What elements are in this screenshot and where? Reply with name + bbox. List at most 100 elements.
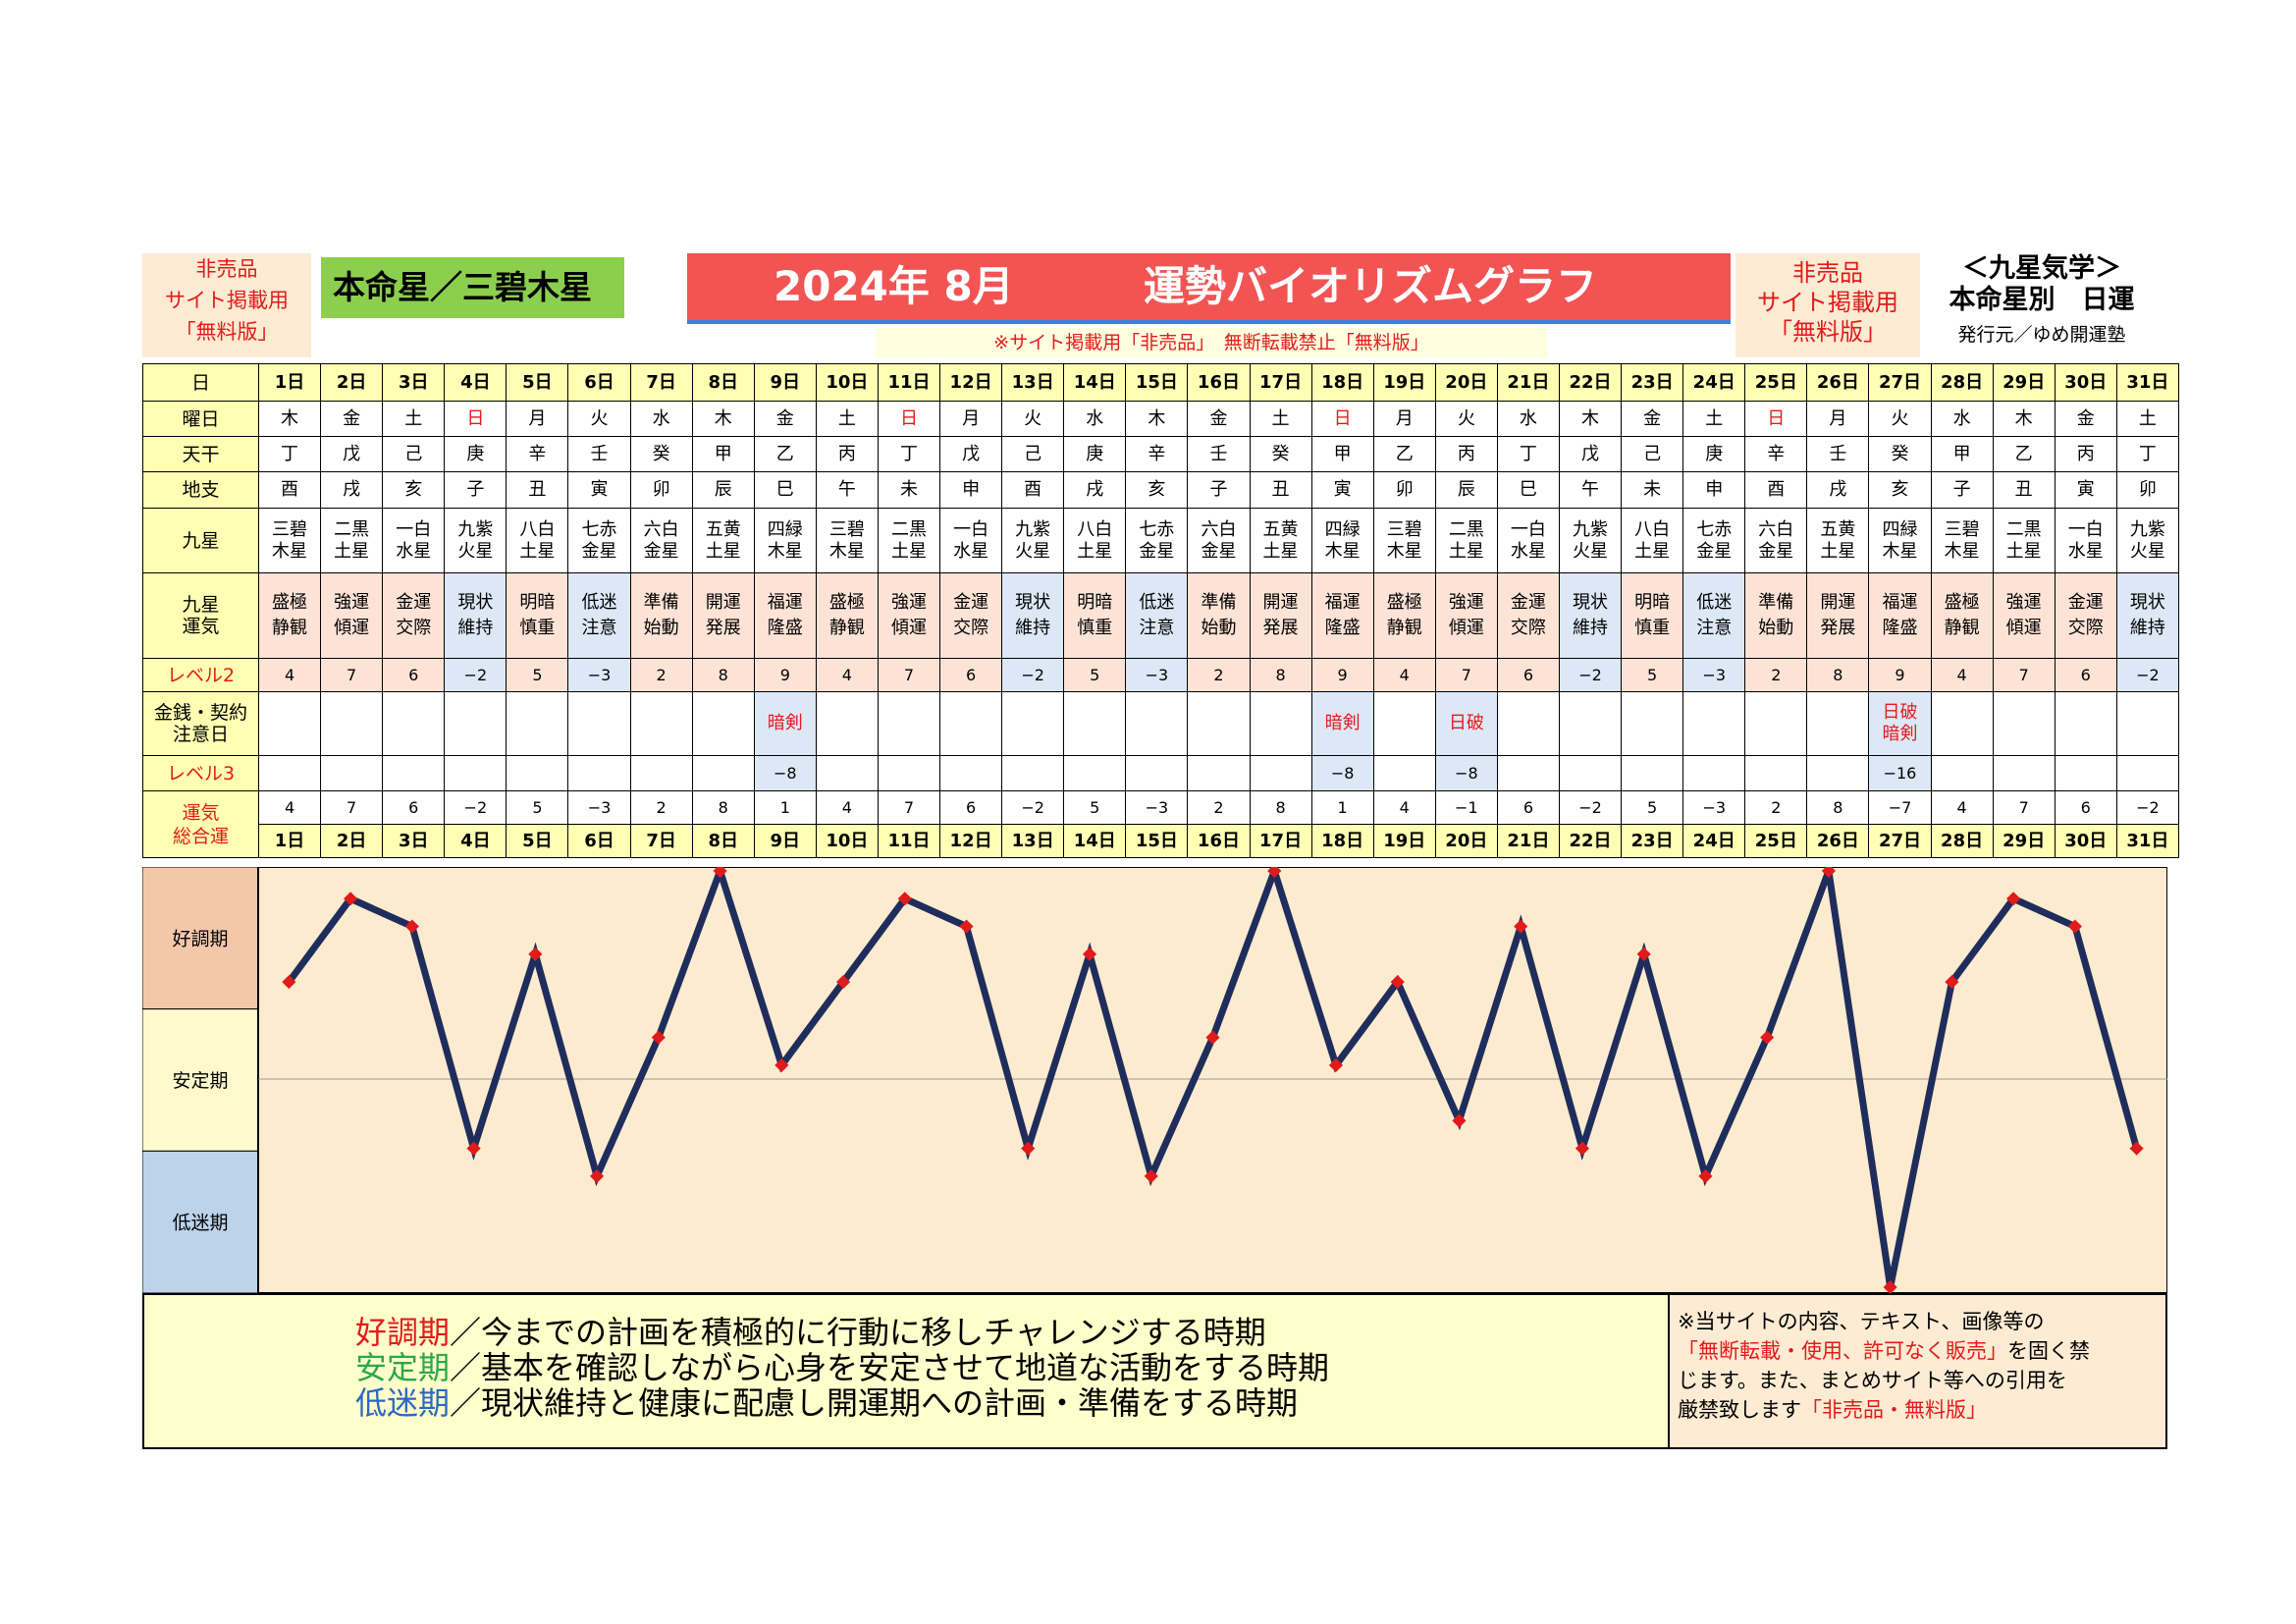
kinsen-cell xyxy=(506,691,569,756)
unki-cell: 明暗 慎重 xyxy=(1621,572,1684,659)
total-cell: 5 xyxy=(1063,790,1127,825)
chishi-cell: 卯 xyxy=(629,471,693,509)
unki-cell: 現状 維持 xyxy=(1001,572,1065,659)
weekday-cell: 木 xyxy=(1125,401,1189,437)
total-cell: 6 xyxy=(939,790,1003,825)
day-cell: 27日 xyxy=(1868,363,1932,402)
day-cell: 26日 xyxy=(1806,824,1870,858)
unki-text: 福運 xyxy=(767,592,803,613)
kyusei-text: 九紫 xyxy=(1573,518,1609,540)
row-label: 天干 xyxy=(142,436,259,472)
kinsen-cell xyxy=(567,691,631,756)
tenkan-cell: 己 xyxy=(1001,436,1065,472)
kyusei-text: 木星 xyxy=(272,540,308,562)
chishi-cell: 未 xyxy=(877,471,941,509)
kinsen-cell xyxy=(815,691,879,756)
day-cell: 28日 xyxy=(1930,824,1994,858)
kyusei-cell: 二黒 土星 xyxy=(1992,508,2056,573)
level3-cell xyxy=(1249,755,1312,791)
tenkan-cell: 甲 xyxy=(1930,436,1994,472)
data-point xyxy=(651,1030,666,1045)
day-cell: 29日 xyxy=(1992,824,2056,858)
copyright-red: 「無断転載・使用、許可なく販売」 xyxy=(1678,1339,2007,1363)
level2-cell: −3 xyxy=(567,658,631,692)
chishi-cell: 酉 xyxy=(257,471,322,509)
band-good xyxy=(141,866,259,1010)
kyusei-header: ＜九星気学＞ 本命星別 日運 発行元／ゆめ開運塾 xyxy=(1924,253,2160,350)
level2-cell: 4 xyxy=(1930,658,1994,692)
tenkan-cell: 甲 xyxy=(1310,436,1374,472)
chishi-cell: 申 xyxy=(1682,471,1746,509)
kyusei-text: 火星 xyxy=(1015,540,1051,562)
unki-text: 金運 xyxy=(1510,592,1546,613)
kyusei-text: 土星 xyxy=(1262,540,1299,562)
level3-cell xyxy=(1621,755,1684,791)
kyusei-text: 二黒 xyxy=(334,518,370,540)
kyusei-text: 一白 xyxy=(1510,518,1546,540)
tenkan-cell: 癸 xyxy=(1249,436,1312,472)
day-cell: 29日 xyxy=(1992,363,2056,402)
band-stable xyxy=(141,1008,259,1152)
total-cell: 5 xyxy=(506,790,569,825)
weekday-cell: 月 xyxy=(506,401,569,437)
unki-cell: 金運 交際 xyxy=(2054,572,2117,659)
day-cell: 19日 xyxy=(1372,824,1436,858)
nonsale-right-label: 非売品 サイト掲載用 「無料版」 xyxy=(1735,253,1920,357)
biorhythm-chart: 好調期 安定期 低迷期 xyxy=(141,860,2168,1295)
level3-cell xyxy=(815,755,879,791)
level3-cell xyxy=(1558,755,1623,791)
unki-text: 注意 xyxy=(1696,618,1733,638)
kyusei-text: 土星 xyxy=(1077,540,1113,562)
level3-cell xyxy=(1001,755,1065,791)
kyusei-cell: 八白 土星 xyxy=(1621,508,1684,573)
weekday-cell: 火 xyxy=(1434,401,1498,437)
data-point xyxy=(1945,974,1959,990)
tenkan-cell: 甲 xyxy=(691,436,755,472)
unki-text: 静観 xyxy=(1386,618,1422,638)
data-point xyxy=(835,974,851,990)
title-year: 2024年 8月 xyxy=(774,262,1014,310)
level2-cell: 5 xyxy=(1621,658,1684,692)
unki-text: 傾運 xyxy=(334,618,370,638)
day-cell: 24日 xyxy=(1682,363,1746,402)
tenkan-cell: 己 xyxy=(1621,436,1684,472)
title-main: 運勢バイオリズムグラフ xyxy=(1144,262,1598,310)
unki-text: 発展 xyxy=(1262,618,1299,638)
kinsen-cell xyxy=(1187,691,1251,756)
kinsen-text: 暗剣 xyxy=(767,713,803,733)
chishi-cell: 戌 xyxy=(1063,471,1127,509)
total-cell: 8 xyxy=(1249,790,1312,825)
day-cell: 10日 xyxy=(815,363,879,402)
unki-text: 盛極 xyxy=(1386,592,1422,613)
row-kyusei: 九星 三碧 木星 二黒 土星 一白 水星 九紫 火星 八白 土星 七赤 金星 六白 金星 五黄 土星 四緑 木星 三碧… xyxy=(142,508,2179,573)
unki-cell: 開運 発展 xyxy=(1249,572,1312,659)
unki-cell: 強運 傾運 xyxy=(320,572,384,659)
kyusei-text: 水星 xyxy=(953,540,989,562)
unki-cell: 現状 維持 xyxy=(1558,572,1623,659)
weekday-cell: 火 xyxy=(1001,401,1065,437)
unki-cell: 金運 交際 xyxy=(939,572,1003,659)
kyusei-text: 木星 xyxy=(1882,540,1918,562)
chishi-cell: 戌 xyxy=(1806,471,1870,509)
row-kinsen: 金銭・契約 注意日 暗剣 暗剣 日破 日破 暗剣 xyxy=(142,691,2179,756)
data-point xyxy=(1267,863,1282,879)
weekday-cell: 日 xyxy=(877,401,941,437)
data-point xyxy=(774,1057,789,1072)
level2-cell: 2 xyxy=(1744,658,1808,692)
day-cell: 30日 xyxy=(2054,824,2117,858)
kyusei-cell: 六白 金星 xyxy=(1744,508,1808,573)
tenkan-cell: 乙 xyxy=(753,436,817,472)
kinsen-cell xyxy=(1372,691,1436,756)
kyusei-text: 五黄 xyxy=(705,518,741,540)
unki-text: 明暗 xyxy=(1634,592,1671,613)
unki-cell: 盛極 静観 xyxy=(1372,572,1436,659)
row-label: 九星 運気 xyxy=(142,572,259,659)
data-point xyxy=(713,863,727,879)
level3-cell: −8 xyxy=(1434,755,1498,791)
day-cell: 6日 xyxy=(567,824,631,858)
level3-cell xyxy=(2115,755,2179,791)
day-cell: 28日 xyxy=(1930,363,1994,402)
level2-cell: 7 xyxy=(320,658,384,692)
kyusei-cell: 二黒 土星 xyxy=(320,508,384,573)
tenkan-cell: 戊 xyxy=(939,436,1003,472)
